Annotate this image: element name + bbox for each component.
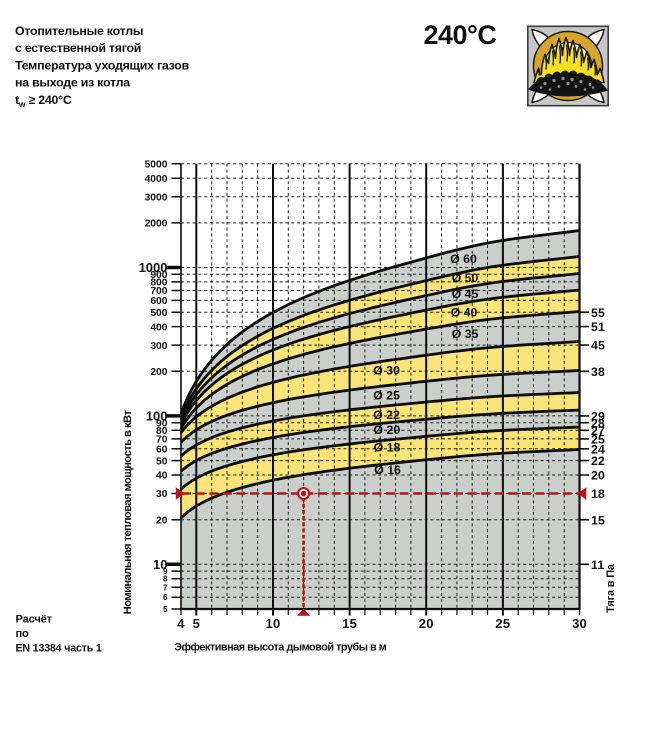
svg-text:15: 15	[591, 513, 605, 527]
svg-text:38: 38	[591, 365, 605, 379]
svg-text:Номинальная тепловая мощность: Номинальная тепловая мощность в кВт	[122, 410, 134, 615]
svg-text:Ø 40: Ø 40	[451, 306, 478, 320]
svg-text:600: 600	[150, 296, 167, 307]
svg-text:EN 13384 часть 1: EN 13384 часть 1	[16, 643, 102, 655]
svg-text:Ø 60: Ø 60	[450, 252, 477, 266]
svg-text:на выходе из котла: на выходе из котла	[15, 76, 130, 90]
svg-text:200: 200	[150, 367, 167, 378]
svg-text:240°C: 240°C	[424, 20, 497, 50]
svg-text:55: 55	[591, 306, 605, 320]
svg-text:Ø 20: Ø 20	[373, 423, 400, 437]
svg-text:90: 90	[156, 418, 168, 429]
svg-text:3000: 3000	[145, 192, 168, 203]
svg-text:45: 45	[591, 339, 605, 353]
svg-text:Ø 22: Ø 22	[373, 408, 400, 422]
svg-text:по: по	[16, 628, 30, 640]
svg-text:50: 50	[156, 456, 168, 467]
svg-text:20: 20	[156, 515, 168, 526]
svg-text:11: 11	[591, 558, 604, 572]
svg-text:15: 15	[342, 616, 357, 631]
svg-text:500: 500	[150, 308, 167, 319]
svg-text:900: 900	[150, 270, 167, 281]
svg-text:70: 70	[156, 435, 168, 446]
svg-text:29: 29	[591, 410, 605, 424]
svg-text:Ø 45: Ø 45	[452, 287, 479, 301]
svg-text:30: 30	[156, 489, 168, 500]
svg-text:80: 80	[156, 426, 168, 437]
svg-text:Ø 18: Ø 18	[374, 441, 401, 455]
svg-text:6: 6	[163, 593, 168, 602]
svg-text:4000: 4000	[145, 174, 168, 185]
svg-text:60: 60	[156, 445, 168, 456]
svg-text:Ø 16: Ø 16	[374, 463, 401, 477]
svg-text:Температура уходящих газов: Температура уходящих газов	[15, 58, 190, 72]
svg-text:Ø 30: Ø 30	[373, 364, 400, 378]
svg-text:22: 22	[591, 454, 605, 468]
svg-text:800: 800	[150, 278, 167, 289]
svg-text:20: 20	[591, 469, 605, 483]
svg-text:100: 100	[146, 409, 168, 424]
svg-text:1000: 1000	[139, 260, 168, 275]
svg-text:10: 10	[153, 557, 167, 572]
svg-text:25: 25	[495, 616, 510, 631]
svg-text:51: 51	[591, 320, 605, 334]
svg-text:700: 700	[150, 286, 167, 297]
svg-text:с естественной тягой: с естественной тягой	[15, 41, 141, 55]
svg-text:Эффективная высота дымовой тру: Эффективная высота дымовой трубы в м	[174, 641, 386, 653]
svg-text:25: 25	[591, 433, 605, 447]
svg-text:20: 20	[419, 616, 434, 631]
svg-text:400: 400	[150, 322, 167, 333]
svg-text:tw ≥ 240°C: tw ≥ 240°C	[15, 93, 72, 109]
svg-text:24: 24	[591, 442, 605, 456]
svg-text:5: 5	[163, 605, 168, 614]
svg-text:Отопительные котлы: Отопительные котлы	[15, 24, 143, 38]
svg-text:8: 8	[163, 575, 168, 584]
svg-text:40: 40	[156, 471, 168, 482]
svg-text:30: 30	[572, 616, 587, 631]
svg-text:5000: 5000	[145, 160, 168, 171]
svg-text:7: 7	[163, 583, 168, 592]
svg-text:27: 27	[591, 424, 605, 438]
svg-text:18: 18	[591, 487, 605, 501]
svg-text:Тяга в Па: Тяга в Па	[605, 563, 617, 613]
svg-text:9: 9	[163, 567, 168, 576]
svg-text:Расчёт: Расчёт	[16, 614, 53, 626]
svg-text:28: 28	[591, 416, 605, 430]
svg-text:300: 300	[150, 341, 167, 352]
svg-text:2000: 2000	[145, 219, 168, 230]
svg-text:Ø 35: Ø 35	[452, 327, 479, 341]
svg-text:Ø 50: Ø 50	[452, 271, 479, 285]
svg-text:5: 5	[193, 616, 200, 631]
svg-text:10: 10	[266, 616, 281, 631]
svg-text:Ø 25: Ø 25	[373, 389, 400, 403]
svg-text:4: 4	[177, 616, 185, 631]
